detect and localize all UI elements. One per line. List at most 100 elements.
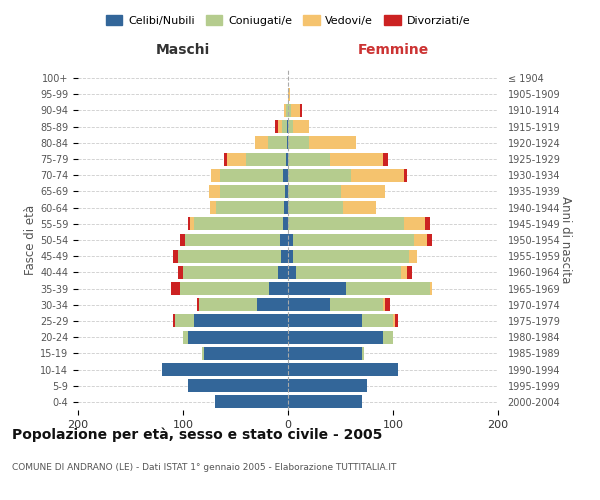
Bar	[284, 104, 286, 117]
Bar	[393, 314, 395, 328]
Bar	[209, 185, 220, 198]
Bar	[185, 234, 280, 246]
Bar	[275, 120, 277, 133]
Bar	[283, 218, 288, 230]
Bar	[173, 250, 178, 262]
Bar	[395, 314, 398, 328]
Bar	[409, 250, 417, 262]
Bar	[330, 298, 383, 311]
Y-axis label: Fasce di età: Fasce di età	[24, 205, 37, 275]
Bar	[404, 218, 425, 230]
Bar	[283, 169, 288, 181]
Bar	[288, 314, 361, 328]
Bar	[330, 152, 383, 166]
Text: Maschi: Maschi	[156, 43, 210, 57]
Bar	[183, 330, 188, 344]
Bar	[299, 104, 302, 117]
Bar	[183, 266, 277, 279]
Bar	[282, 120, 287, 133]
Bar	[288, 282, 346, 295]
Bar	[288, 298, 330, 311]
Bar	[351, 169, 404, 181]
Bar	[404, 169, 407, 181]
Bar	[277, 266, 288, 279]
Bar	[257, 298, 288, 311]
Bar	[288, 88, 290, 101]
Bar	[341, 185, 385, 198]
Bar	[162, 363, 288, 376]
Bar	[309, 136, 356, 149]
Bar	[224, 152, 227, 166]
Bar	[288, 396, 361, 408]
Bar	[193, 314, 288, 328]
Text: Popolazione per età, sesso e stato civile - 2005: Popolazione per età, sesso e stato civil…	[12, 428, 382, 442]
Bar	[246, 152, 286, 166]
Bar	[288, 330, 383, 344]
Bar	[288, 266, 296, 279]
Bar	[288, 347, 361, 360]
Bar	[285, 185, 288, 198]
Bar	[288, 120, 293, 133]
Bar	[180, 282, 269, 295]
Bar	[293, 234, 414, 246]
Bar	[287, 136, 288, 149]
Bar	[288, 250, 293, 262]
Bar	[427, 234, 432, 246]
Text: COMUNE DI ANDRANO (LE) - Dati ISTAT 1° gennaio 2005 - Elaborazione TUTTITALIA.IT: COMUNE DI ANDRANO (LE) - Dati ISTAT 1° g…	[12, 462, 397, 471]
Bar	[288, 234, 293, 246]
Bar	[281, 250, 288, 262]
Bar	[288, 363, 398, 376]
Bar	[227, 152, 246, 166]
Bar	[190, 218, 193, 230]
Y-axis label: Anni di nascita: Anni di nascita	[559, 196, 572, 284]
Bar	[288, 201, 343, 214]
Bar	[288, 169, 351, 181]
Legend: Celibi/Nubili, Coniugati/e, Vedovi/e, Divorziati/e: Celibi/Nubili, Coniugati/e, Vedovi/e, Di…	[101, 10, 475, 30]
Bar	[197, 298, 199, 311]
Bar	[173, 314, 175, 328]
Bar	[215, 201, 284, 214]
Bar	[407, 266, 412, 279]
Bar	[286, 104, 288, 117]
Bar	[199, 298, 257, 311]
Bar	[180, 234, 185, 246]
Bar	[430, 282, 432, 295]
Bar	[211, 169, 220, 181]
Bar	[280, 234, 288, 246]
Bar	[288, 185, 341, 198]
Bar	[401, 266, 407, 279]
Bar	[383, 152, 388, 166]
Bar	[287, 120, 288, 133]
Bar	[269, 282, 288, 295]
Bar	[361, 314, 393, 328]
Bar	[286, 152, 288, 166]
Bar	[383, 298, 385, 311]
Bar	[175, 314, 193, 328]
Bar	[188, 330, 288, 344]
Bar	[193, 218, 283, 230]
Bar	[383, 330, 393, 344]
Bar	[346, 282, 430, 295]
Bar	[288, 104, 291, 117]
Bar	[288, 136, 309, 149]
Bar	[210, 201, 215, 214]
Bar	[188, 379, 288, 392]
Bar	[296, 266, 401, 279]
Bar	[188, 218, 190, 230]
Bar	[178, 250, 281, 262]
Bar	[425, 218, 430, 230]
Bar	[215, 396, 288, 408]
Bar	[204, 347, 288, 360]
Bar	[293, 250, 409, 262]
Bar	[361, 347, 364, 360]
Bar	[385, 298, 390, 311]
Bar	[291, 104, 299, 117]
Bar	[288, 152, 330, 166]
Text: Femmine: Femmine	[358, 43, 428, 57]
Bar	[178, 266, 183, 279]
Bar	[202, 347, 204, 360]
Bar	[288, 218, 404, 230]
Bar	[172, 282, 180, 295]
Bar	[268, 136, 287, 149]
Bar	[284, 201, 288, 214]
